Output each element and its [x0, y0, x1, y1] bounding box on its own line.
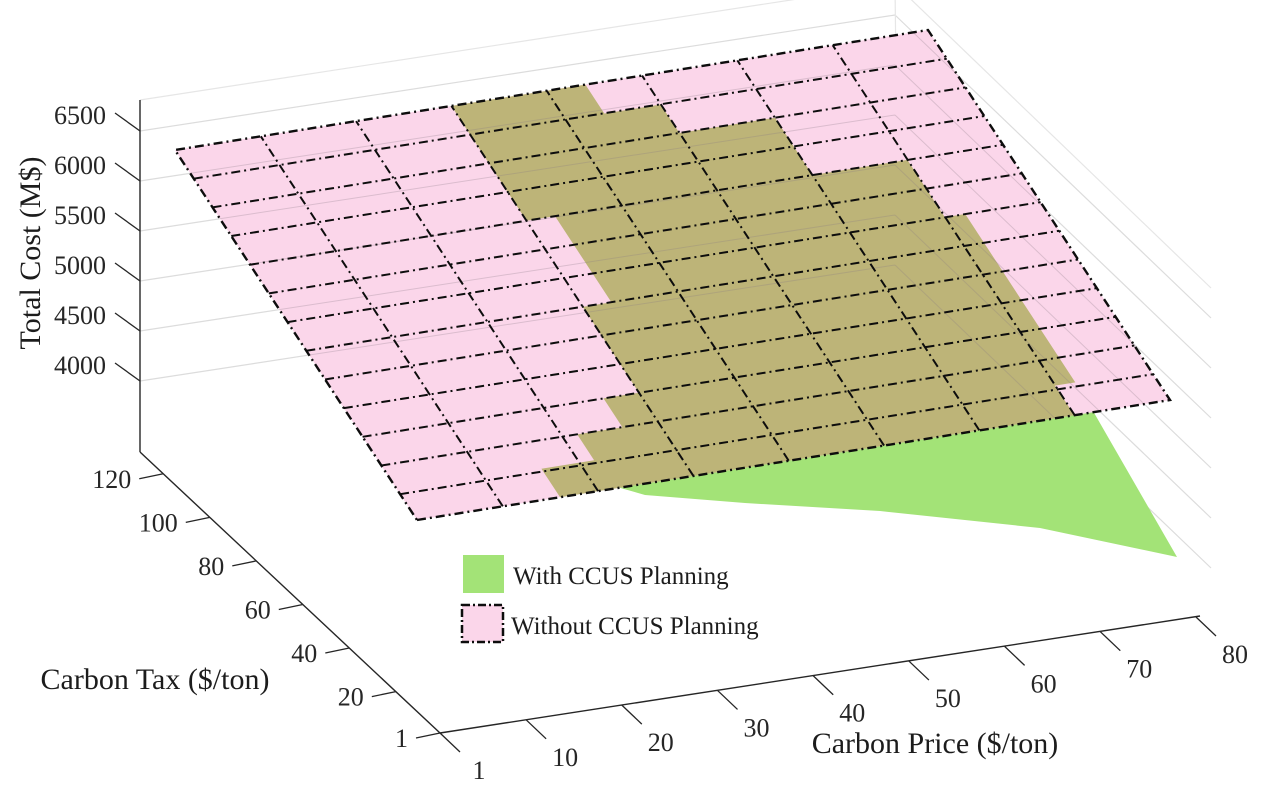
surface-overlap-region [451, 84, 1076, 498]
z-tick-label: 5500 [54, 201, 106, 230]
x-tick-label: 50 [935, 684, 961, 713]
z-axis-label: Total Cost (M$) [14, 157, 47, 350]
y-tick-label: 120 [92, 465, 131, 494]
x-tick-label: 20 [648, 728, 674, 757]
y-tick-label: 1 [395, 724, 408, 753]
legend-label-with-ccus: With CCUS Planning [513, 563, 729, 590]
legend-swatch-with-ccus [463, 555, 504, 593]
with-ccus-surface [617, 411, 1177, 557]
legend-label-without-ccus: Without CCUS Planning [511, 613, 759, 640]
y-axis-label: Carbon Tax ($/ton) [41, 663, 270, 696]
y-tick-label: 100 [139, 508, 178, 537]
z-tick-label: 6000 [54, 151, 106, 180]
z-tick-label: 5000 [54, 251, 106, 280]
y-tick-label: 20 [338, 683, 364, 712]
z-tick-label: 4000 [54, 351, 106, 380]
z-tick-label: 4500 [54, 301, 106, 330]
y-tick-label: 80 [198, 552, 224, 581]
x-tick-label: 60 [1031, 669, 1057, 698]
x-tick-label: 80 [1222, 640, 1248, 669]
z-tick-label: 6500 [54, 101, 106, 130]
y-tick-label: 40 [291, 639, 317, 668]
x-tick-label: 30 [744, 713, 770, 742]
axes: 1 102030405060708012040608010012040004500… [54, 100, 1248, 785]
legend: With CCUS Planning Without CCUS Planning [460, 555, 759, 644]
legend-swatch-without-ccus [460, 603, 505, 644]
x-tick-label: 10 [552, 743, 578, 772]
x-axis-label: Carbon Price ($/ton) [812, 727, 1059, 760]
x-tick-label: 70 [1126, 655, 1152, 684]
x-tick-label: 1 [473, 756, 486, 785]
x-tick-label: 40 [839, 699, 865, 728]
y-tick-label: 60 [245, 596, 271, 625]
surface-mesh-grid [172, 28, 1173, 522]
